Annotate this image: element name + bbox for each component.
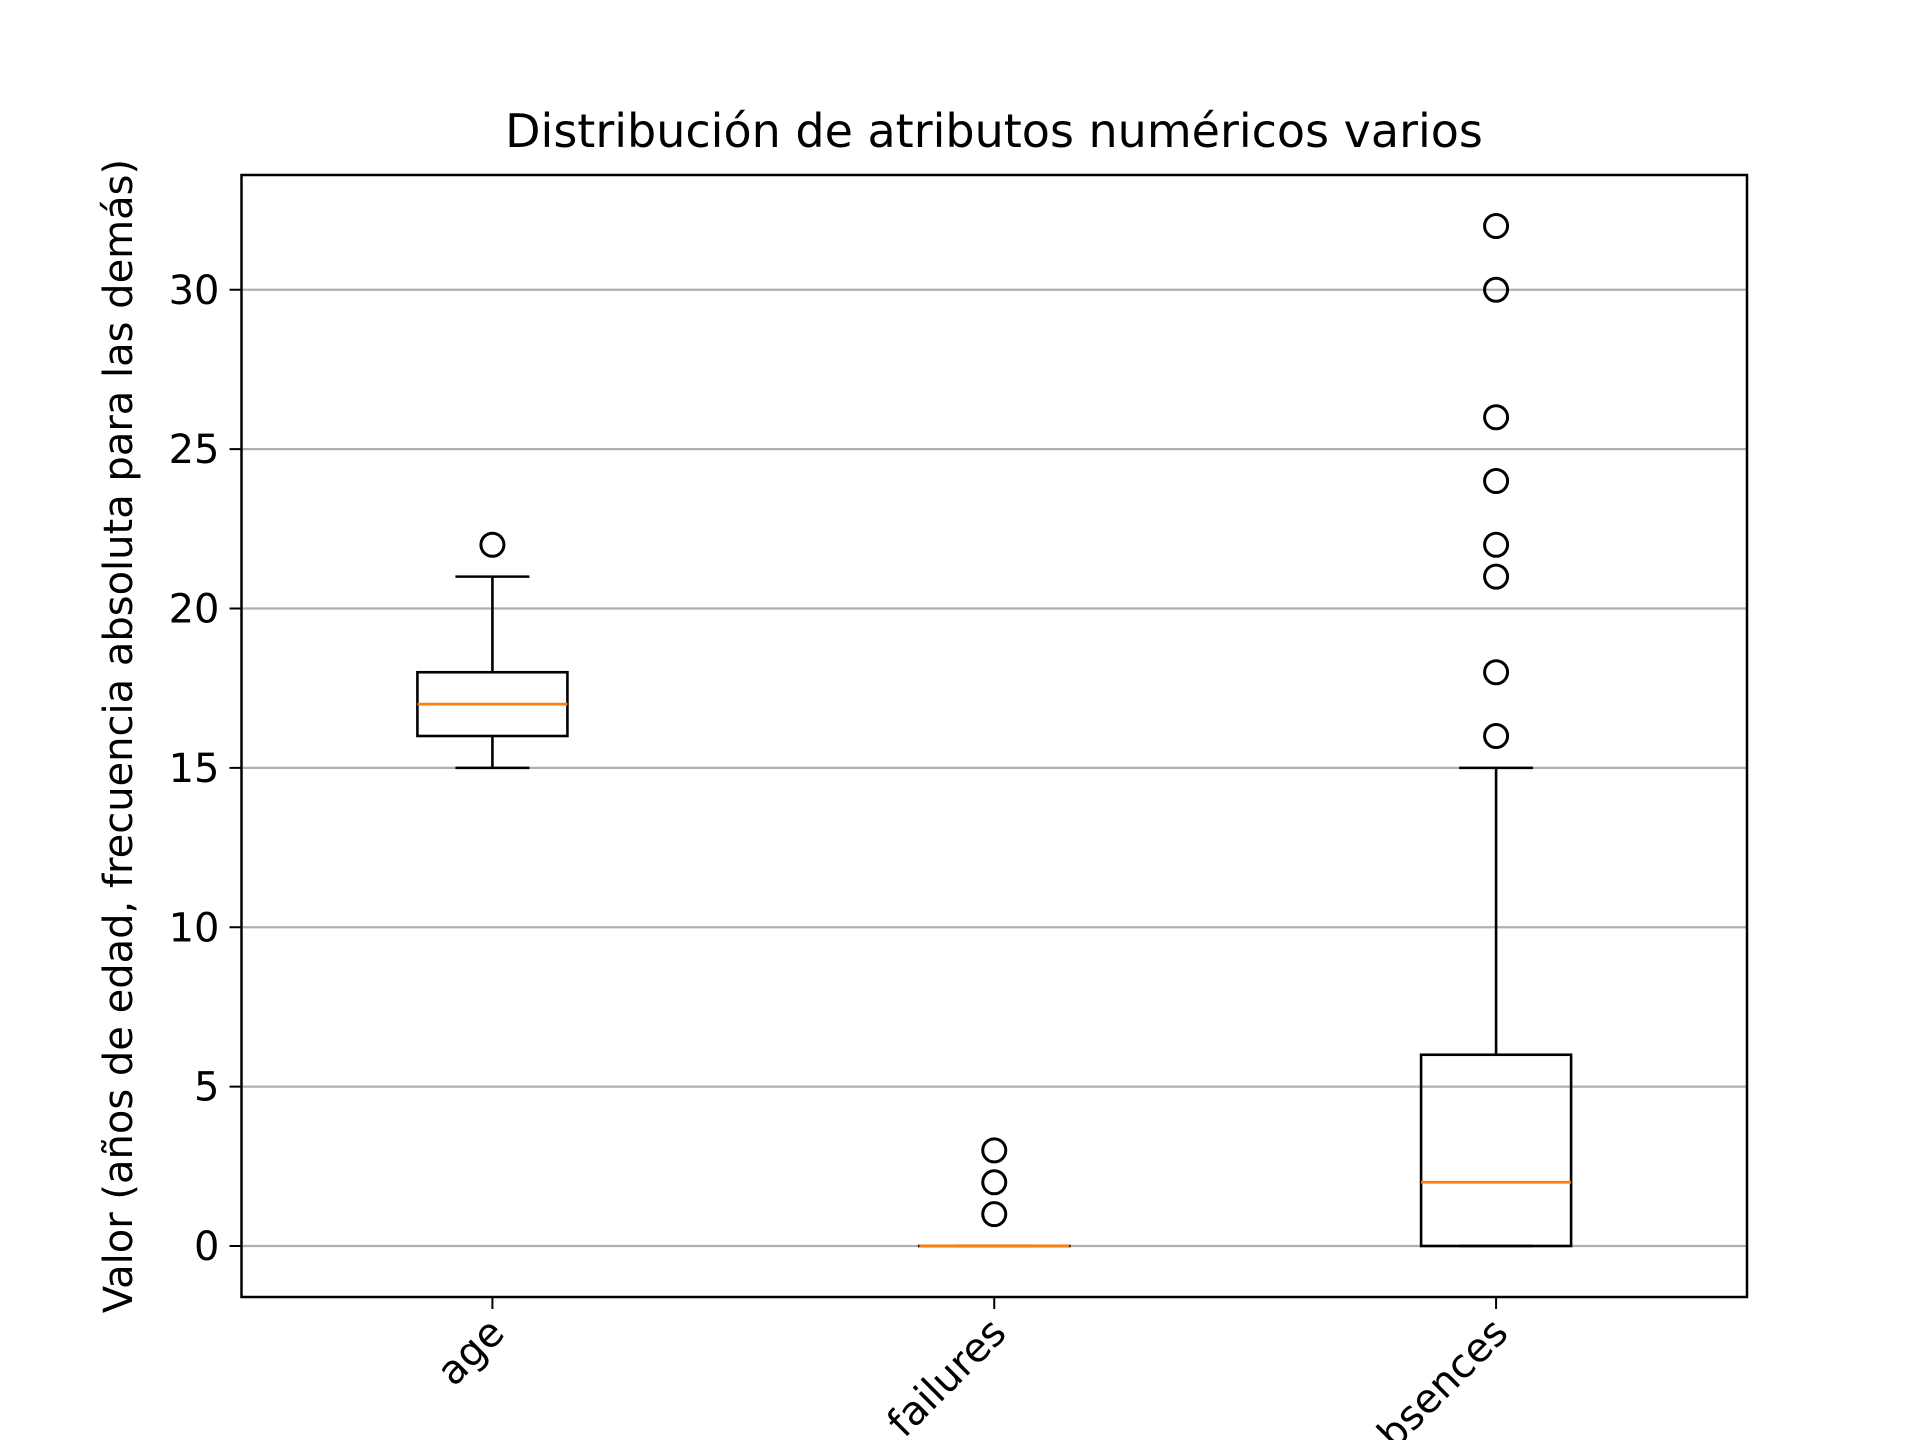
outlier-point [1483,276,1510,303]
outlier-point [1483,404,1510,431]
box-age [416,531,569,770]
outlier-point [479,531,506,558]
y-tick-label: 30 [169,268,220,314]
box-absences [1419,213,1573,1248]
outlier-point [981,1169,1008,1196]
y-tick-label: 25 [169,427,220,473]
outlier-point [1483,468,1510,494]
y-axis-ticks: 0 5 10 15 20 25 30 [169,268,242,1270]
outlier-point [981,1137,1008,1164]
y-axis-label: Valor (años de edad, frecuencia absoluta… [96,159,142,1313]
chart-title: Distribución de atributos numéricos vari… [505,104,1483,158]
outlier-point [1483,723,1510,749]
y-tick-label: 5 [194,1065,219,1111]
outlier-point [1483,659,1510,686]
iqr-box [1419,1053,1573,1248]
y-tick-label: 20 [169,587,220,633]
y-tick-label: 10 [169,905,220,951]
y-tick-label: 15 [169,746,220,792]
outlier-point [1483,563,1510,590]
y-tick-label: 0 [194,1224,219,1270]
outlier-point [1483,213,1510,239]
outlier-point [1483,531,1510,558]
box-failures [917,1137,1071,1248]
box-plots [416,213,1573,1248]
outlier-point [981,1201,1008,1228]
